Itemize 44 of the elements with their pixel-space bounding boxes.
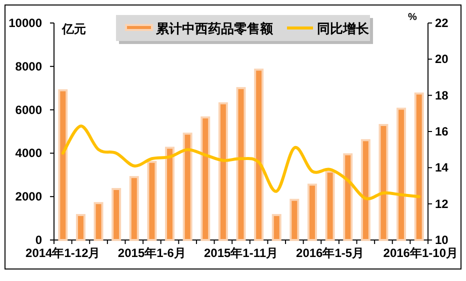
y2-tick-label: 20 (435, 52, 449, 66)
bar (218, 102, 228, 241)
y-axis-title: 亿元 (61, 22, 86, 36)
bar (147, 160, 157, 241)
bar (308, 184, 317, 241)
x-tick-label: 2015年1-6月 (118, 246, 186, 260)
legend-label: 同比增长 (317, 21, 370, 36)
y2-tick-label: 12 (435, 196, 449, 211)
y-tick-label: 8000 (15, 59, 42, 74)
bar (360, 139, 370, 241)
bar (58, 89, 68, 241)
y-tick-label: 6000 (15, 102, 42, 117)
x-tick-label: 2016年1-10月 (383, 246, 458, 260)
y2-tick-label: 18 (435, 88, 449, 102)
x-tick-label: 2015年1-11月 (204, 246, 278, 260)
bar (396, 108, 406, 241)
bar (343, 153, 353, 241)
y2-tick-label: 22 (435, 16, 449, 30)
bar (76, 214, 86, 241)
x-tick-label: 2014年1-12月 (26, 246, 100, 260)
y2-axis-title: % (408, 12, 417, 23)
legend-label: 累计中西药品零售额 (155, 21, 274, 36)
bar (165, 146, 174, 241)
bar (325, 170, 335, 241)
bar (414, 92, 424, 241)
y2-tick-label: 14 (435, 160, 449, 175)
bar (112, 188, 122, 241)
bar (272, 214, 282, 241)
y-tick-label: 2000 (15, 190, 42, 204)
bar (378, 124, 388, 241)
y2-tick-label: 10 (435, 233, 449, 247)
bar (200, 116, 210, 241)
x-tick-label: 2016年1-5月 (296, 246, 364, 260)
bar (129, 176, 139, 241)
bar (290, 198, 300, 241)
line-series (61, 124, 421, 200)
y-tick-label: 4000 (15, 146, 42, 160)
y-tick-label: 10000 (8, 16, 42, 30)
bar (236, 87, 246, 241)
bar (182, 132, 192, 241)
bar (94, 202, 104, 241)
bar (254, 68, 264, 241)
y2-tick-label: 16 (435, 124, 449, 138)
y-tick-label: 0 (35, 233, 42, 247)
